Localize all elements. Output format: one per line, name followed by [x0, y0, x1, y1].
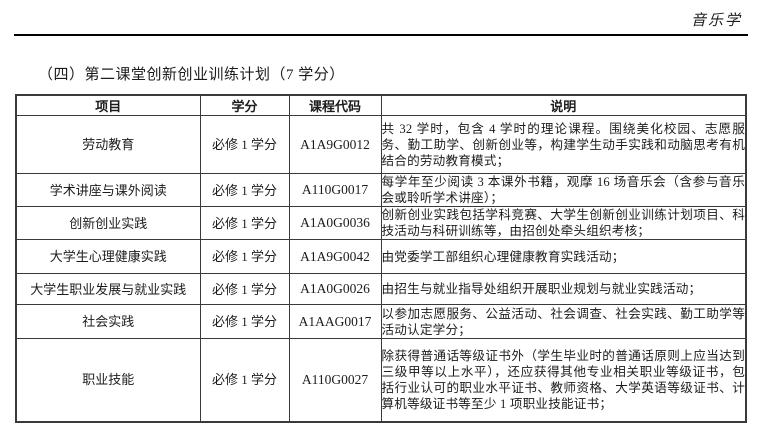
- curriculum-table: 项目 学分 课程代码 说明 劳动教育 必修 1 学分 A1A9G0012 共 3…: [15, 94, 747, 423]
- project-cell: 职业技能: [15, 338, 201, 422]
- project-cell: 劳动教育: [15, 115, 201, 174]
- page-header-label: 音乐学: [690, 13, 742, 29]
- description-cell: 共 32 学时，包含 4 学时的理论课程。围绕美化校园、志愿服务、勤工助学、创新…: [380, 115, 747, 174]
- code-cell: A110G0027: [288, 338, 382, 422]
- code-cell: A1A9G0012: [288, 115, 382, 174]
- description-cell: 以参加志愿服务、公益活动、社会调查、社会实践、勤工助学等活动认定学分；: [380, 304, 747, 339]
- project-cell: 大学生心理健康实践: [15, 239, 201, 274]
- description-cell: 除获得普通话等级证书外（学生毕业时的普通话原则上应当达到三级甲等以上水平），还应…: [380, 338, 747, 422]
- page-header: 音乐学: [0, 0, 762, 30]
- table-row: 职业技能 必修 1 学分 A110G0027 除获得普通话等级证书外（学生毕业时…: [15, 338, 747, 422]
- credit-cell: 必修 1 学分: [199, 115, 290, 174]
- code-cell: A1A9G0042: [288, 239, 382, 274]
- code-cell: A1A0G0026: [288, 273, 382, 305]
- project-cell: 社会实践: [15, 304, 201, 339]
- code-cell: A110G0017: [288, 173, 382, 207]
- project-cell: 大学生职业发展与就业实践: [15, 273, 201, 305]
- code-cell: A1AAG0017: [288, 304, 382, 339]
- credit-cell: 必修 1 学分: [199, 239, 290, 274]
- project-cell: 创新创业实践: [15, 206, 201, 240]
- section-title: （四）第二课堂创新创业训练计划（7 学分）: [38, 67, 345, 83]
- description-cell: 创新创业实践包括学科竞赛、大学生创新创业训练计划项目、科技活动与科研训练等，由招…: [380, 206, 747, 240]
- table-row: 社会实践 必修 1 学分 A1AAG0017 以参加志愿服务、公益活动、社会调查…: [15, 304, 747, 339]
- table-row: 大学生职业发展与就业实践 必修 1 学分 A1A0G0026 由招生与就业指导处…: [15, 273, 747, 305]
- credit-cell: 必修 1 学分: [199, 273, 290, 305]
- description-cell: 由招生与就业指导处组织开展职业规划与就业实践活动；: [380, 273, 747, 305]
- credit-cell: 必修 1 学分: [199, 338, 290, 422]
- project-cell: 学术讲座与课外阅读: [15, 173, 201, 207]
- table-row: 创新创业实践 必修 1 学分 A1A0G0036 创新创业实践包括学科竞赛、大学…: [15, 206, 747, 240]
- credit-cell: 必修 1 学分: [199, 304, 290, 339]
- credit-cell: 必修 1 学分: [199, 173, 290, 207]
- credit-cell: 必修 1 学分: [199, 206, 290, 240]
- code-cell: A1A0G0036: [288, 206, 382, 240]
- table-row: 大学生心理健康实践 必修 1 学分 A1A9G0042 由党委学工部组织心理健康…: [15, 239, 747, 274]
- header-rule: [14, 34, 748, 36]
- column-header-code: 课程代码: [288, 94, 382, 116]
- column-header-description: 说明: [380, 94, 747, 116]
- table-row: 学术讲座与课外阅读 必修 1 学分 A110G0017 每学年至少阅读 3 本课…: [15, 173, 747, 207]
- table-row: 劳动教育 必修 1 学分 A1A9G0012 共 32 学时，包含 4 学时的理…: [15, 115, 747, 174]
- description-cell: 每学年至少阅读 3 本课外书籍，观摩 16 场音乐会（含参与音乐会或聆听学术讲座…: [380, 173, 747, 207]
- description-cell: 由党委学工部组织心理健康教育实践活动；: [380, 239, 747, 274]
- column-header-project: 项目: [15, 94, 201, 116]
- table-header-row: 项目 学分 课程代码 说明: [15, 94, 747, 116]
- column-header-credit: 学分: [199, 94, 290, 116]
